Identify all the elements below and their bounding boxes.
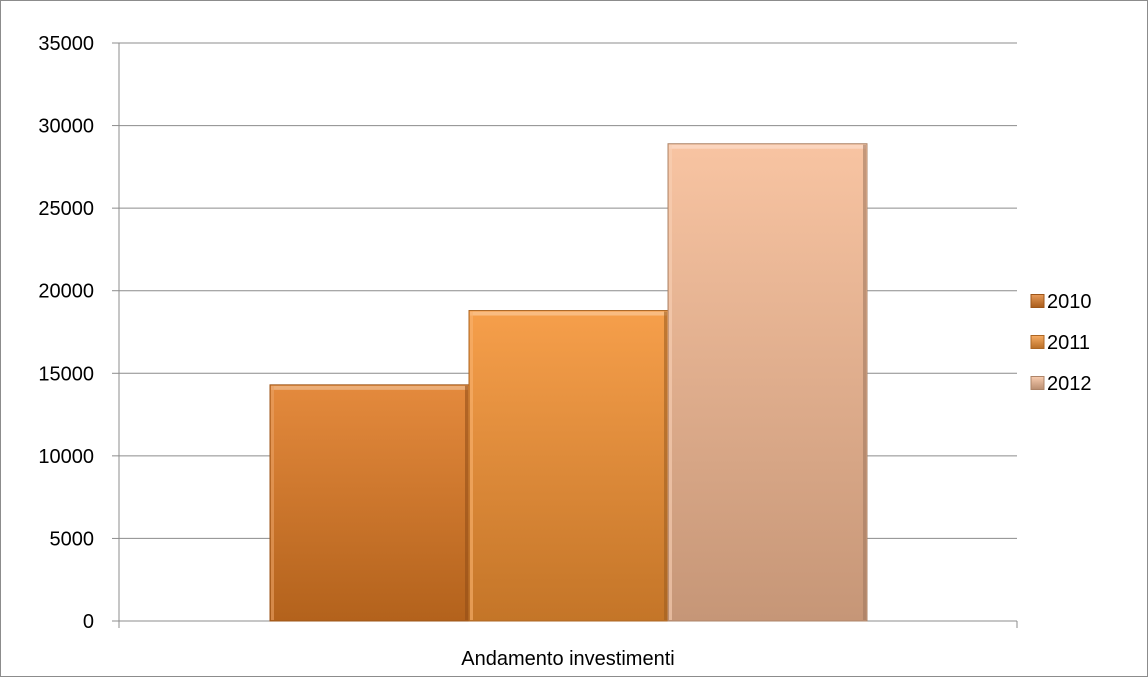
y-tick-label: 10000 — [38, 446, 94, 468]
y-tick-label: 35000 — [38, 33, 94, 55]
legend: 2010 2011 2012 — [1030, 291, 1092, 395]
legend-item-2012: 2012 — [1030, 373, 1092, 395]
legend-label: 2010 — [1047, 291, 1092, 313]
bar-bevel-top — [271, 385, 468, 390]
y-tick-label: 5000 — [50, 528, 95, 550]
y-tick-label: 20000 — [38, 281, 94, 303]
bars — [269, 143, 868, 622]
legend-swatch — [1030, 294, 1045, 308]
y-tick-label: 25000 — [38, 198, 94, 220]
bar-bevel-left — [470, 311, 473, 620]
bar — [269, 384, 470, 622]
bar-bevel-top — [470, 311, 667, 316]
legend-swatch — [1030, 376, 1045, 390]
y-tick-label: 30000 — [38, 116, 94, 138]
bar-bevel-right — [465, 385, 468, 620]
y-tick-label: 15000 — [38, 363, 94, 385]
bar — [667, 143, 868, 622]
legend-label: 2012 — [1047, 373, 1092, 395]
bar-bevel-left — [271, 385, 274, 620]
legend-label: 2011 — [1047, 332, 1090, 354]
bar — [468, 310, 669, 622]
legend-item-2011: 2011 — [1030, 332, 1090, 354]
legend-swatch — [1030, 335, 1045, 349]
bar-bevel-right — [664, 311, 667, 620]
bar-2012 — [667, 143, 868, 622]
bar-bevel-left — [669, 144, 672, 621]
legend-item-2010: 2010 — [1030, 291, 1092, 313]
x-category-label: Andamento investimenti — [461, 648, 674, 670]
bar-2010 — [269, 384, 470, 622]
bar-2011 — [468, 310, 669, 622]
y-tick-labels: 0 5000 10000 15000 20000 25000 30000 35000 — [38, 33, 94, 633]
y-tick-label: 0 — [83, 611, 94, 633]
bar-bevel-right — [863, 144, 866, 621]
category-labels: Andamento investimenti — [461, 648, 674, 670]
bar-bevel-top — [669, 144, 866, 149]
